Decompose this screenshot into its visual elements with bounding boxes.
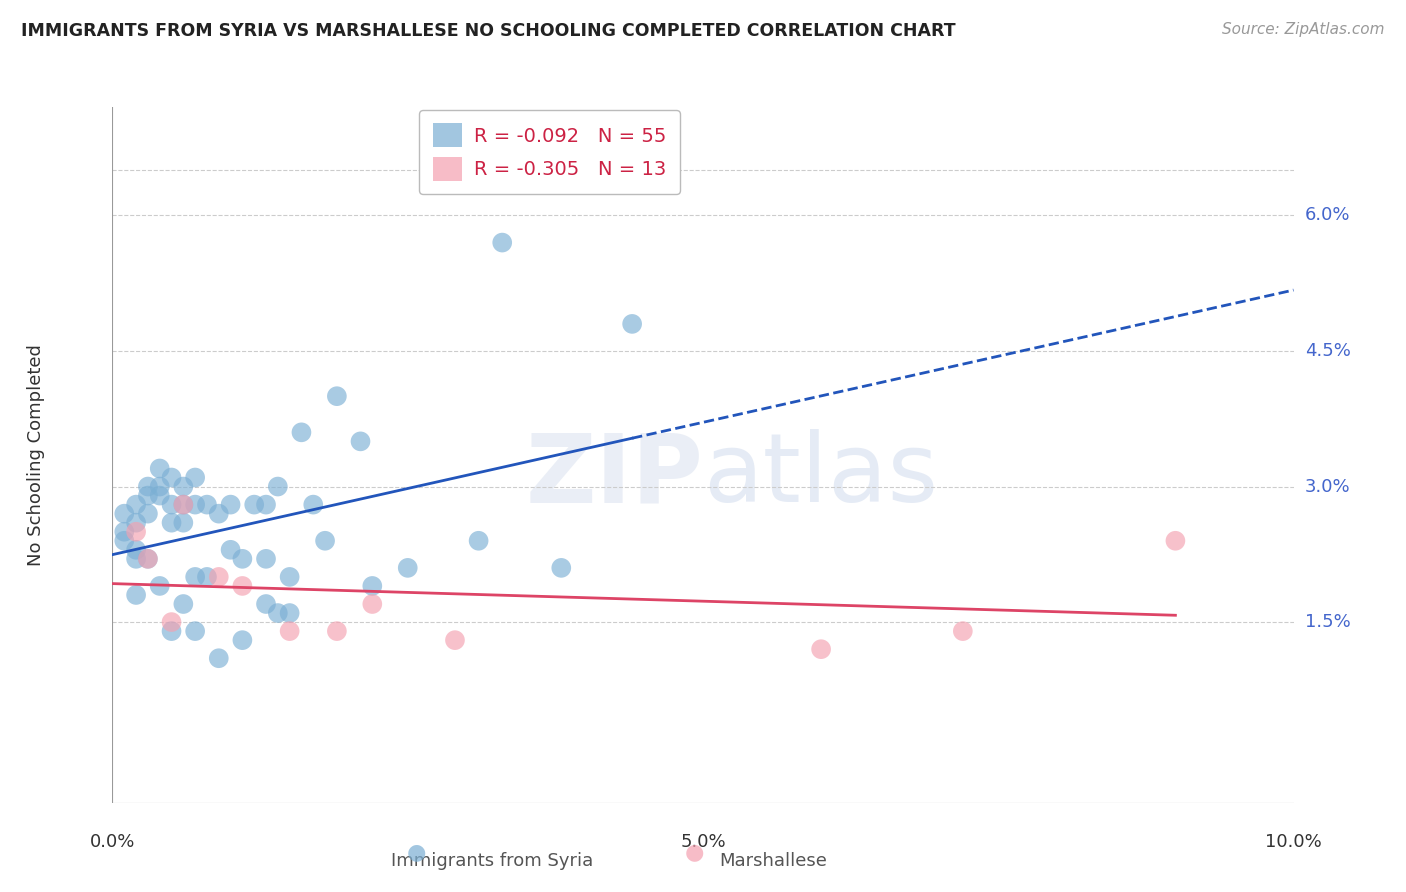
Text: 4.5%: 4.5% <box>1305 342 1351 360</box>
Point <box>172 479 194 493</box>
Point <box>160 470 183 484</box>
Text: Source: ZipAtlas.com: Source: ZipAtlas.com <box>1222 22 1385 37</box>
Point <box>125 588 148 602</box>
Point <box>550 561 572 575</box>
Point <box>243 498 266 512</box>
Point <box>160 624 183 639</box>
Point <box>810 642 832 657</box>
Point <box>231 633 253 648</box>
Point <box>112 524 135 539</box>
Point <box>326 389 349 403</box>
Text: 10.0%: 10.0% <box>1265 833 1322 851</box>
Point <box>184 624 207 639</box>
Point <box>208 651 231 665</box>
Point <box>160 615 183 629</box>
Point <box>172 516 194 530</box>
Point <box>112 507 135 521</box>
Text: No Schooling Completed: No Schooling Completed <box>27 344 45 566</box>
Point <box>136 489 159 503</box>
Point <box>184 498 207 512</box>
Point <box>184 570 207 584</box>
Point <box>444 633 467 648</box>
Point <box>314 533 336 548</box>
Point <box>267 479 290 493</box>
Text: 6.0%: 6.0% <box>1305 206 1350 225</box>
Legend: R = -0.092   N = 55, R = -0.305   N = 13: R = -0.092 N = 55, R = -0.305 N = 13 <box>419 110 679 194</box>
Point <box>254 551 277 566</box>
Point <box>467 533 489 548</box>
Point <box>278 570 301 584</box>
Point <box>349 434 371 449</box>
Point <box>621 317 644 331</box>
Point <box>125 542 148 557</box>
Text: 0.0%: 0.0% <box>90 833 135 851</box>
Point <box>231 579 253 593</box>
Text: ●: ● <box>406 843 426 863</box>
Text: 1.5%: 1.5% <box>1305 613 1350 631</box>
Point <box>136 507 159 521</box>
Point <box>125 524 148 539</box>
Point <box>149 489 172 503</box>
Point <box>219 498 242 512</box>
Point <box>172 498 194 512</box>
Point <box>326 624 349 639</box>
Point <box>172 597 194 611</box>
Point <box>125 516 148 530</box>
Point <box>302 498 325 512</box>
Text: 5.0%: 5.0% <box>681 833 725 851</box>
Point <box>219 542 242 557</box>
Point <box>184 470 207 484</box>
Text: Immigrants from Syria: Immigrants from Syria <box>391 852 593 870</box>
Point <box>231 551 253 566</box>
Point <box>149 479 172 493</box>
Point <box>136 551 159 566</box>
Point <box>952 624 974 639</box>
Point <box>491 235 513 250</box>
Point <box>160 516 183 530</box>
Point <box>267 606 290 620</box>
Point <box>172 498 194 512</box>
Point <box>361 579 384 593</box>
Point <box>136 551 159 566</box>
Point <box>149 579 172 593</box>
Point <box>208 507 231 521</box>
Point <box>125 551 148 566</box>
Point <box>136 479 159 493</box>
Point <box>149 461 172 475</box>
Point <box>1164 533 1187 548</box>
Text: ZIP: ZIP <box>524 429 703 523</box>
Text: Marshallese: Marshallese <box>720 852 827 870</box>
Text: 3.0%: 3.0% <box>1305 477 1350 496</box>
Point <box>208 570 231 584</box>
Text: atlas: atlas <box>703 429 938 523</box>
Point <box>361 597 384 611</box>
Point <box>125 498 148 512</box>
Point <box>112 533 135 548</box>
Point <box>195 570 218 584</box>
Point <box>160 498 183 512</box>
Text: ●: ● <box>685 843 704 863</box>
Point <box>254 498 277 512</box>
Point <box>254 597 277 611</box>
Text: IMMIGRANTS FROM SYRIA VS MARSHALLESE NO SCHOOLING COMPLETED CORRELATION CHART: IMMIGRANTS FROM SYRIA VS MARSHALLESE NO … <box>21 22 956 40</box>
Point <box>195 498 218 512</box>
Point <box>396 561 419 575</box>
Point <box>290 425 312 440</box>
Point <box>278 606 301 620</box>
Point <box>278 624 301 639</box>
